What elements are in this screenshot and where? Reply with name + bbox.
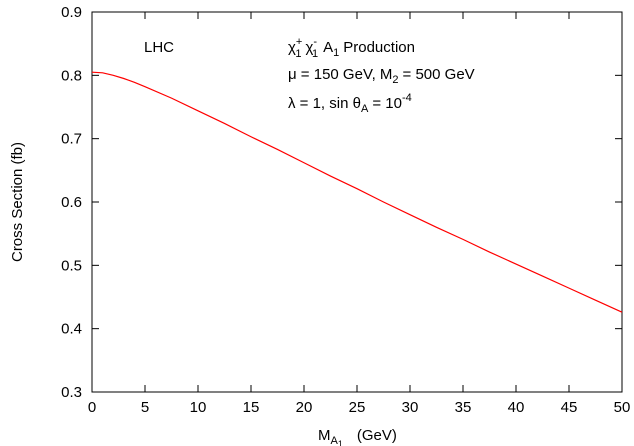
x-tick-label: 35 xyxy=(455,399,472,416)
y-tick-label: 0.8 xyxy=(61,67,82,84)
axis-tick-labels: 0 5 10 15 20 25 30 35 40 45 50 0.3 0.4 0.5 0.6 0.7 0.8 0.… xyxy=(61,4,630,416)
x-tick-label: 45 xyxy=(561,399,578,416)
annotation-exp: -4 xyxy=(402,92,412,104)
x-tick-label: 0 xyxy=(88,399,96,416)
x-tick-label: 5 xyxy=(141,399,149,416)
series-line xyxy=(91,71,623,313)
annotation-theta-sub: A xyxy=(361,103,369,115)
x-axis-title-subsub: 1 xyxy=(338,439,343,446)
y-tick-label: 0.3 xyxy=(61,384,82,401)
annotation-chi-1: χ xyxy=(288,39,296,56)
y-tick-label: 0.9 xyxy=(61,4,82,21)
x-axis-title: MA1 (GeV) xyxy=(318,427,397,446)
annotation-m2-value: = 500 GeV xyxy=(403,66,475,83)
x-tick-label: 25 xyxy=(349,399,366,416)
series-layer xyxy=(91,71,623,313)
x-tick-label: 40 xyxy=(508,399,525,416)
annotation-production: Production xyxy=(343,39,415,56)
annotation-chi-2-sub: 1 xyxy=(312,48,318,60)
annotation-params: μ = 150 GeV, M2 = 500 GeV xyxy=(288,66,475,86)
annotation-chi-2-sup: - xyxy=(313,36,317,48)
x-tick-label: 30 xyxy=(402,399,419,416)
y-tick-label: 0.6 xyxy=(61,194,82,211)
x-axis-title-unit: (GeV) xyxy=(357,427,397,444)
annotation-chi-2: χ xyxy=(305,39,313,56)
x-axis-title-main: M xyxy=(318,427,331,444)
y-tick-label: 0.4 xyxy=(61,321,82,338)
x-axis-title-sub: A xyxy=(331,435,339,446)
axis-ticks xyxy=(91,11,623,393)
y-axis-title: Cross Section (fb) xyxy=(9,142,26,262)
x-tick-label: 20 xyxy=(296,399,313,416)
annotation-chi-1-sub: 1 xyxy=(295,48,301,60)
y-tick-label: 0.5 xyxy=(61,257,82,274)
annotation-mu: μ = 150 GeV, M xyxy=(288,66,392,83)
annotation-lambda: λ = 1, sin θA = 10-4 xyxy=(288,92,412,115)
y-tick-label: 0.7 xyxy=(61,131,82,148)
x-tick-label: 50 xyxy=(614,399,631,416)
annotation-lambda-text: λ = 1, sin θ xyxy=(288,95,361,112)
annotation-process: χ+ 1 χ-1 A1 Production xyxy=(288,36,415,60)
annotation-collider: LHC xyxy=(144,39,174,56)
annotation-eq: = 10 xyxy=(372,95,402,112)
x-tick-label: 15 xyxy=(243,399,260,416)
annotation-chi-1-sup: + xyxy=(296,36,302,48)
annotation-a-sub: 1 xyxy=(333,47,339,59)
annotation-m2-sub: 2 xyxy=(392,74,398,86)
x-tick-label: 10 xyxy=(190,399,207,416)
annotation-a: A xyxy=(323,39,333,56)
